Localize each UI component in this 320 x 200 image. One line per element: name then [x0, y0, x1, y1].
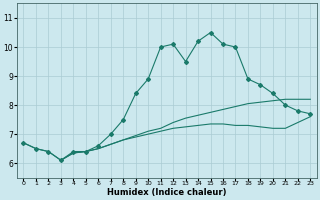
X-axis label: Humidex (Indice chaleur): Humidex (Indice chaleur) — [107, 188, 227, 197]
